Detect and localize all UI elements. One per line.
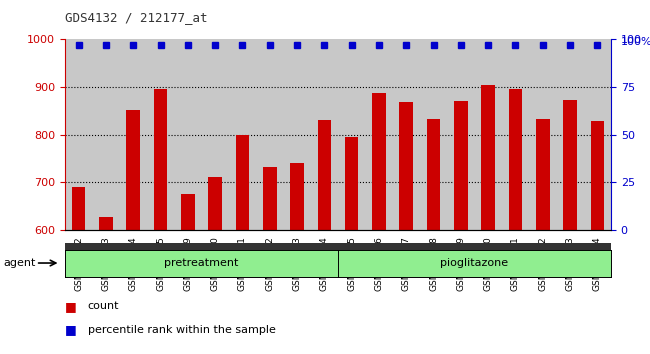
- Text: ■: ■: [65, 324, 77, 336]
- Text: GDS4132 / 212177_at: GDS4132 / 212177_at: [65, 11, 207, 24]
- Bar: [563, 100, 577, 354]
- Bar: [126, 110, 140, 354]
- Bar: [99, 217, 113, 354]
- Bar: [317, 120, 331, 354]
- Bar: [536, 119, 550, 354]
- Bar: [454, 101, 467, 354]
- Text: percentile rank within the sample: percentile rank within the sample: [88, 325, 276, 335]
- Bar: [481, 85, 495, 354]
- Bar: [345, 137, 359, 354]
- Bar: [208, 177, 222, 354]
- Text: pioglitazone: pioglitazone: [441, 258, 508, 268]
- Text: pretreatment: pretreatment: [164, 258, 239, 268]
- Text: 100%: 100%: [621, 38, 650, 47]
- Text: agent: agent: [3, 258, 36, 268]
- Bar: [181, 194, 195, 354]
- Text: ■: ■: [65, 300, 77, 313]
- Bar: [235, 135, 250, 354]
- Bar: [290, 163, 304, 354]
- Bar: [263, 166, 277, 354]
- Text: count: count: [88, 301, 119, 311]
- Bar: [154, 89, 168, 354]
- Bar: [72, 187, 86, 354]
- Bar: [590, 121, 604, 354]
- Bar: [400, 102, 413, 354]
- Bar: [508, 89, 523, 354]
- Bar: [427, 119, 441, 354]
- Bar: [372, 93, 385, 354]
